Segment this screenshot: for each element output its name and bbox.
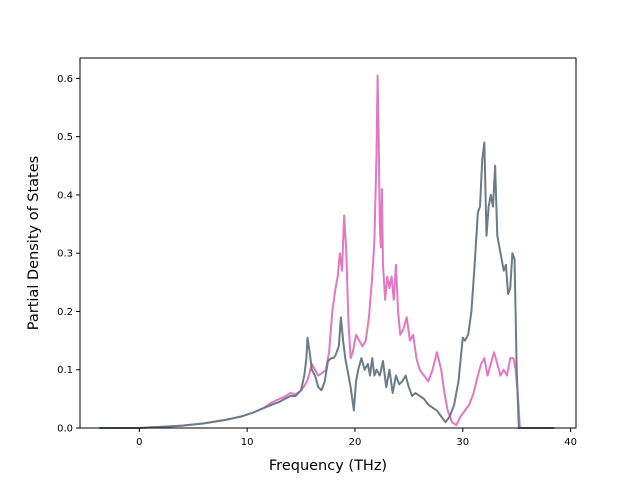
y-tick-label: 0.5 <box>57 132 73 143</box>
x-axis: 0 10 20 30 40 <box>136 428 577 448</box>
x-tick-label: 30 <box>456 437 469 448</box>
x-tick-label: 40 <box>564 437 577 448</box>
x-axis-label: Frequency (THz) <box>269 458 387 474</box>
plot-frame <box>79 57 577 429</box>
series-line-2 <box>99 141 555 429</box>
y-axis: 0.0 0.1 0.2 0.3 0.4 0.5 0.6 <box>57 74 80 435</box>
x-tick-label: 0 <box>136 437 142 448</box>
y-axis-label: Partial Density of States <box>26 156 42 330</box>
y-tick-label: 0.3 <box>57 249 73 260</box>
series-line-1 <box>99 74 555 429</box>
y-tick-label: 0.2 <box>57 307 73 318</box>
y-tick-label: 0.1 <box>57 365 73 376</box>
x-tick-label: 20 <box>349 437 362 448</box>
y-tick-label: 0.4 <box>57 190 73 201</box>
y-tick-label: 0.6 <box>57 74 73 85</box>
x-tick-label: 10 <box>241 437 254 448</box>
y-tick-label: 0.0 <box>57 424 73 435</box>
series-layer <box>99 74 555 429</box>
